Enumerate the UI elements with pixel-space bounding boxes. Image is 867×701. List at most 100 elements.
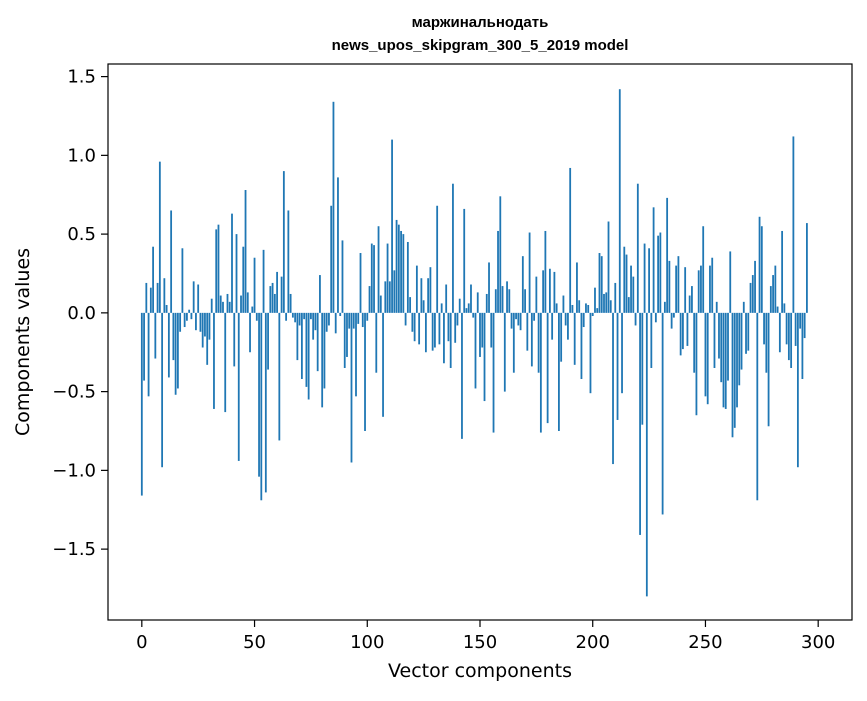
bar-66 (289, 293, 292, 313)
bar-105 (377, 226, 380, 313)
bar-146 (470, 284, 472, 313)
bar-96 (357, 312, 360, 324)
bar-87 (337, 177, 339, 313)
bar-230 (659, 232, 662, 313)
bar-282 (776, 306, 779, 313)
bar-201 (594, 287, 596, 313)
bar-272 (754, 260, 756, 313)
bar-172 (528, 232, 531, 313)
bar-119 (409, 297, 412, 313)
bar-19 (183, 312, 186, 328)
bar-104 (375, 312, 378, 373)
bar-169 (521, 256, 524, 313)
bar-32 (213, 312, 215, 409)
bar-27 (201, 312, 204, 348)
bar-135 (445, 284, 448, 313)
bar-93 (350, 312, 353, 463)
bar-98 (361, 312, 364, 328)
bar-212 (618, 89, 621, 313)
bar-251 (706, 312, 709, 405)
bar-176 (537, 312, 540, 373)
bar-275 (760, 226, 763, 313)
bar-76 (312, 312, 315, 340)
bar-113 (395, 219, 398, 313)
bar-134 (443, 312, 445, 364)
bar-208 (609, 300, 612, 313)
bar-218 (632, 276, 635, 313)
x-tick-label: 50 (243, 632, 266, 653)
x-axis-label: Vector components (388, 660, 572, 682)
bar-253 (711, 257, 714, 313)
bar-31 (210, 298, 213, 313)
bar-129 (431, 312, 434, 351)
bar-140 (456, 312, 459, 326)
bar-100 (366, 312, 369, 321)
bar-70 (298, 312, 301, 326)
bar-290 (794, 312, 797, 346)
bar-1 (143, 312, 145, 381)
chart-title-line1: маржинальнодать (412, 14, 549, 31)
bar-77 (314, 312, 317, 331)
bar-268 (745, 312, 747, 354)
bar-182 (551, 312, 554, 340)
bar-168 (519, 312, 522, 331)
bar-111 (391, 139, 393, 313)
bar-83 (328, 312, 330, 326)
bar-67 (291, 312, 294, 318)
bar-133 (440, 303, 443, 313)
bar-137 (449, 312, 452, 368)
bar-29 (206, 312, 209, 365)
bar-163 (508, 289, 511, 313)
bar-264 (736, 312, 738, 408)
bar-232 (663, 301, 666, 313)
bar-200 (591, 312, 594, 317)
x-tick-label: 300 (801, 632, 835, 653)
bar-81 (323, 312, 326, 389)
bar-160 (501, 286, 504, 313)
bar-0 (140, 312, 143, 496)
bar-141 (458, 298, 461, 313)
bar-276 (763, 312, 765, 345)
bar-139 (454, 312, 457, 343)
bar-291 (796, 312, 799, 468)
bar-26 (199, 312, 202, 332)
bar-44 (240, 295, 242, 313)
bar-202 (596, 308, 599, 313)
bar-281 (774, 265, 777, 313)
bar-23 (192, 281, 195, 313)
bar-222 (641, 312, 644, 425)
bar-191 (571, 304, 574, 313)
bar-261 (729, 251, 732, 313)
bar-245 (693, 312, 696, 373)
bar-161 (503, 312, 506, 392)
bar-198 (587, 304, 590, 313)
bar-177 (539, 312, 542, 433)
bar-85 (332, 101, 335, 313)
bar-256 (718, 312, 720, 359)
bar-259 (724, 312, 727, 409)
bar-224 (645, 312, 648, 597)
bar-199 (589, 312, 592, 394)
bar-72 (303, 312, 306, 320)
bar-10 (163, 278, 166, 313)
chart-title: маржинальнодать news_upos_skipgram_300_5… (332, 14, 629, 54)
x-tick-label: 0 (136, 632, 147, 653)
bar-37 (224, 312, 227, 413)
bar-130 (434, 312, 436, 348)
bar-75 (310, 312, 312, 320)
bar-109 (386, 243, 389, 313)
bar-18 (181, 248, 184, 313)
y-axis-ticks: −1.5 −1.0 −0.5 0.0 0.5 1.0 1.5 (52, 67, 108, 560)
bar-193 (576, 262, 578, 313)
bar-260 (727, 312, 729, 381)
bar-195 (580, 312, 583, 380)
bar-270 (749, 282, 752, 313)
bar-86 (334, 312, 337, 334)
bar-196 (582, 312, 585, 328)
bar-73 (305, 312, 308, 387)
bar-63 (282, 171, 285, 313)
bar-39 (228, 301, 231, 313)
bar-287 (787, 312, 790, 361)
bar-125 (422, 300, 425, 313)
